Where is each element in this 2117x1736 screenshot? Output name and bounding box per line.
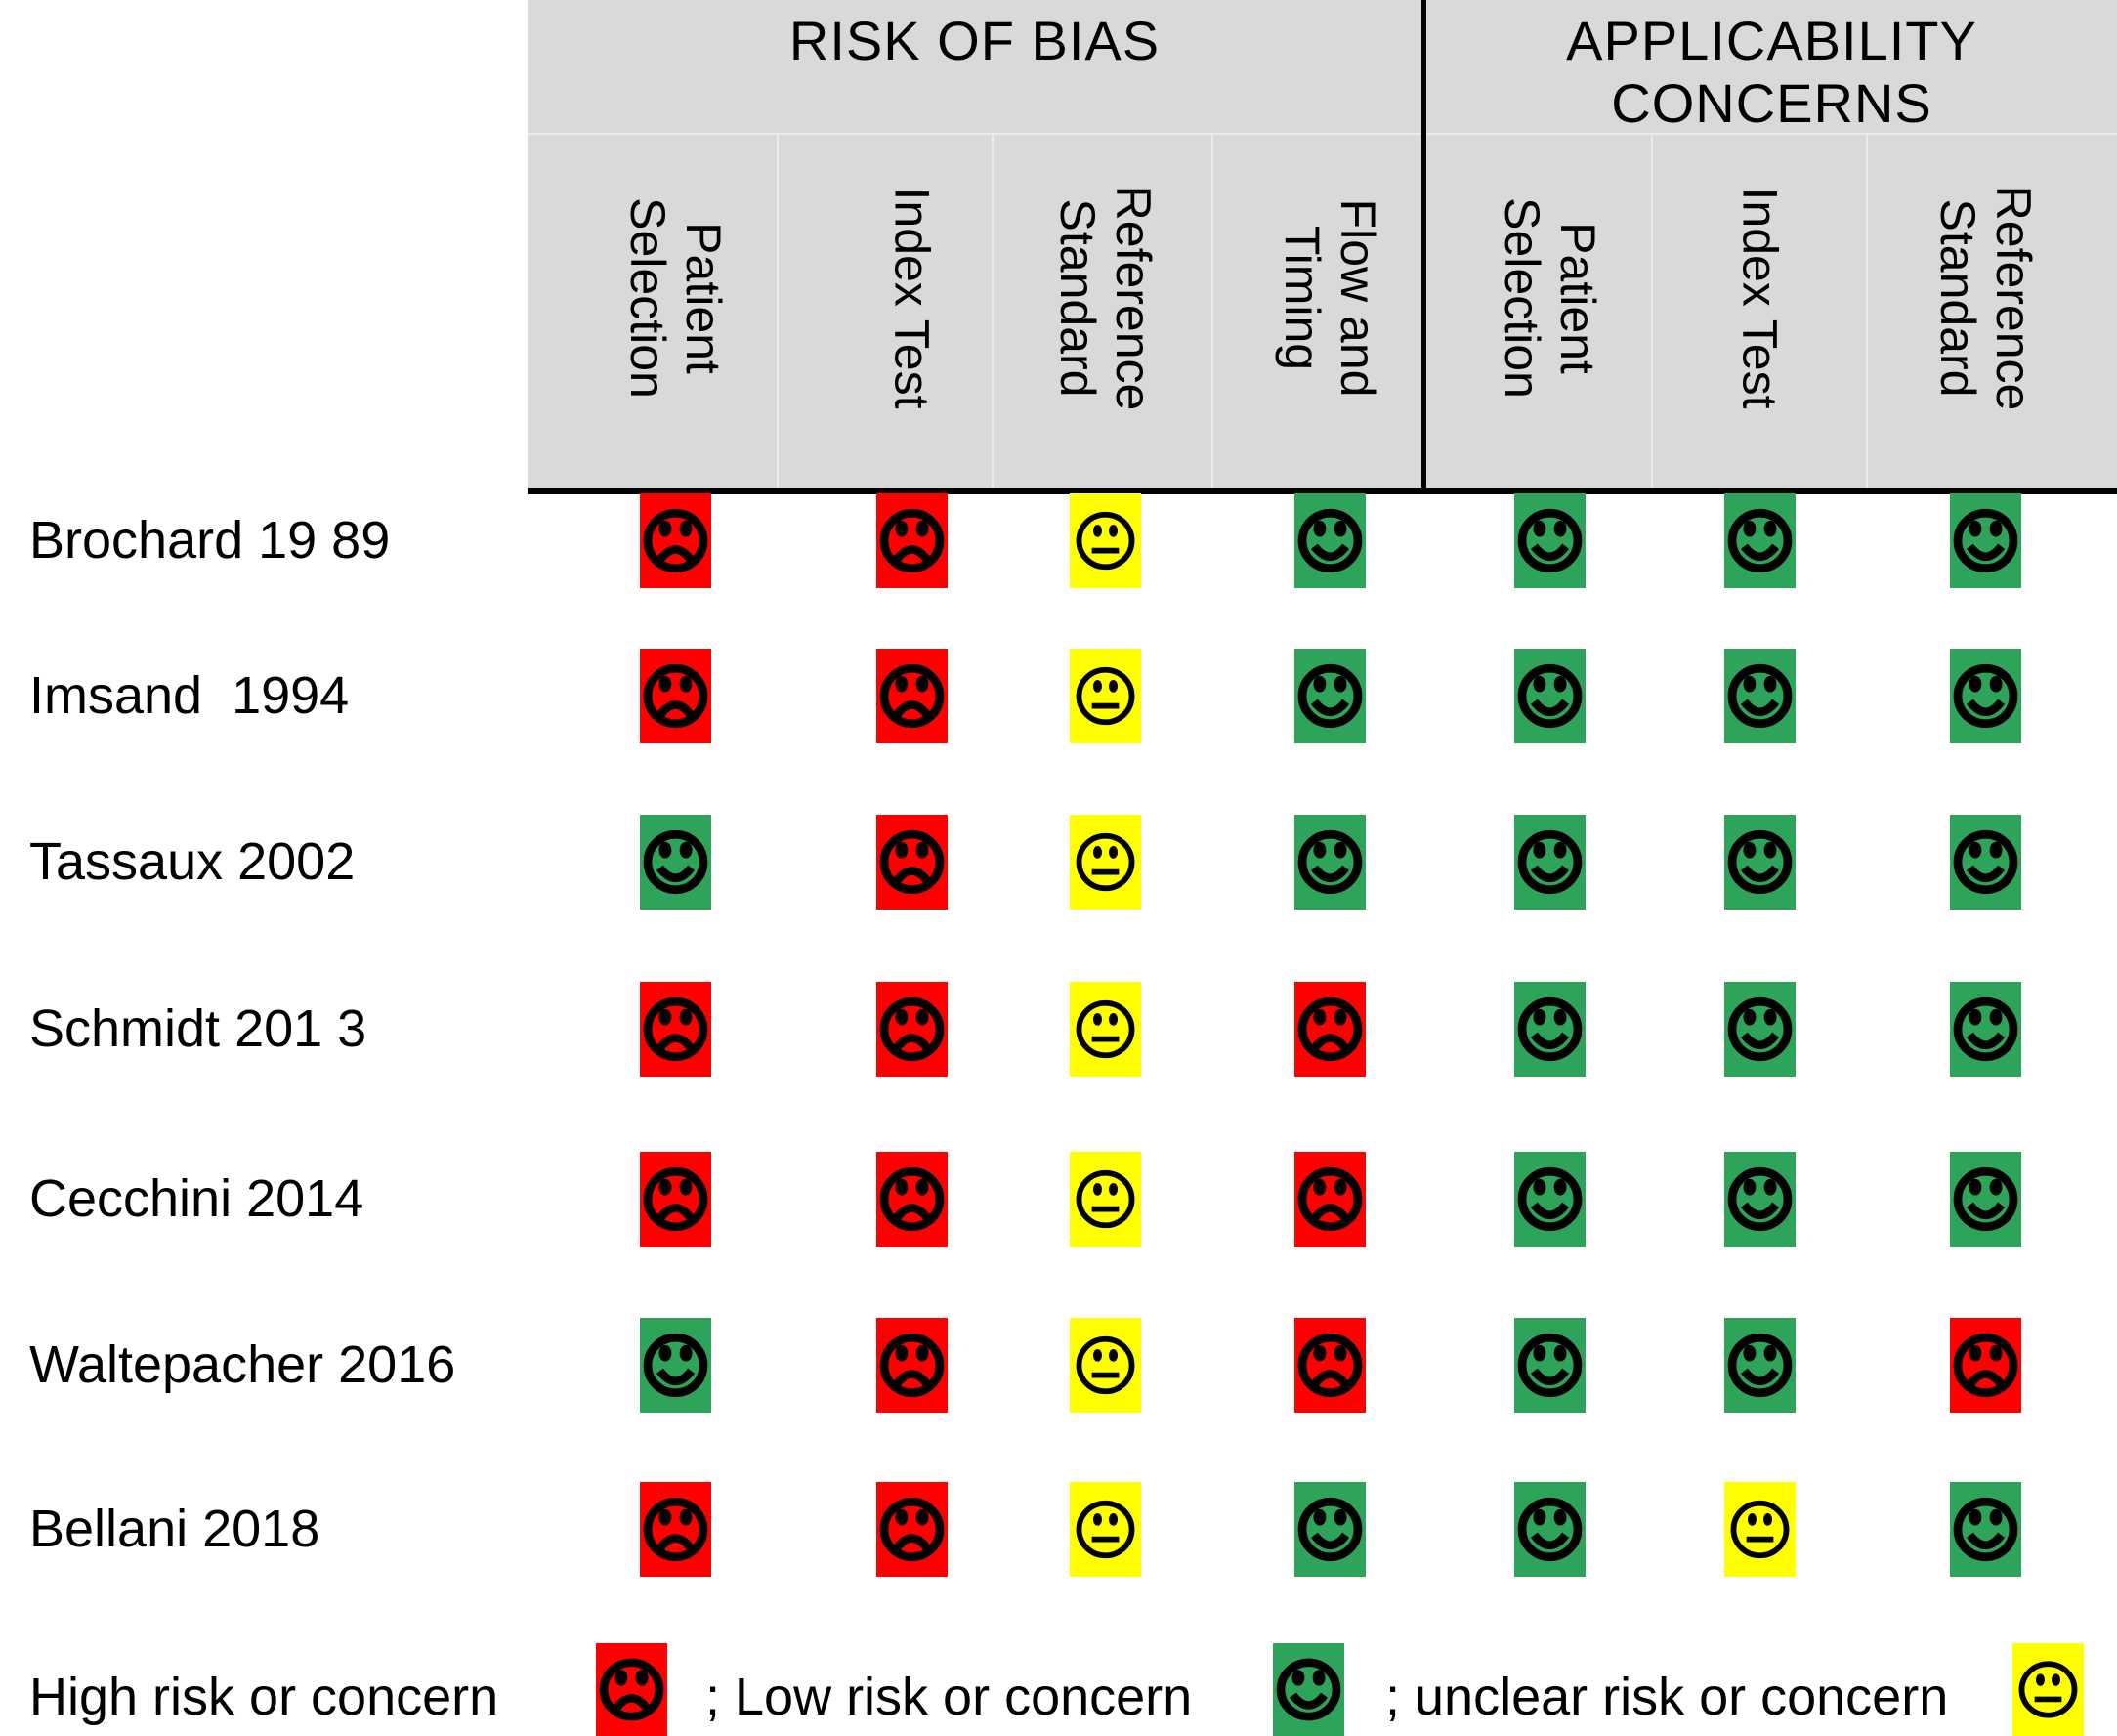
frown-face-icon bbox=[875, 814, 948, 910]
smile-face-icon bbox=[1723, 492, 1796, 588]
neutral-face-icon bbox=[1069, 981, 1141, 1077]
smile-face-icon bbox=[1723, 1317, 1796, 1413]
study-label: Imsand 1994 bbox=[29, 666, 350, 725]
neutral-face-icon bbox=[1723, 1481, 1796, 1577]
frown-face-icon bbox=[875, 1151, 948, 1247]
column-header-patient-selection: Patient Selection bbox=[620, 197, 731, 399]
neutral-face-icon bbox=[1069, 1317, 1141, 1413]
neutral-face-icon bbox=[1069, 1151, 1141, 1247]
smile-face-icon bbox=[1513, 1151, 1586, 1247]
neutral-face-icon bbox=[1069, 492, 1141, 588]
smile-face-icon bbox=[1513, 648, 1586, 743]
frown-face-icon bbox=[596, 1643, 667, 1736]
frown-face-icon bbox=[875, 1481, 948, 1577]
smile-face-icon bbox=[1723, 981, 1796, 1077]
column-separator bbox=[992, 135, 994, 488]
study-label: Waltepacher 2016 bbox=[29, 1335, 456, 1394]
column-header-flow-and-timing: Flow and Timing bbox=[1275, 198, 1385, 398]
smile-face-icon bbox=[1949, 492, 2021, 588]
smile-face-icon bbox=[1723, 814, 1796, 910]
smile-face-icon bbox=[639, 1317, 711, 1413]
smile-face-icon bbox=[639, 814, 711, 910]
section-divider-line bbox=[1421, 0, 1426, 494]
smile-face-icon bbox=[1513, 1317, 1586, 1413]
risk-of-bias-header: RISK OF BIAS bbox=[788, 10, 1161, 71]
applicability-header-line2: CONCERNS bbox=[1611, 72, 1932, 134]
frown-face-icon bbox=[639, 492, 711, 588]
header-background bbox=[528, 0, 2117, 488]
smile-face-icon bbox=[1513, 492, 1586, 588]
smile-face-icon bbox=[1723, 648, 1796, 743]
header-bottom-rule bbox=[528, 488, 2117, 494]
frown-face-icon bbox=[1293, 1317, 1366, 1413]
neutral-face-icon bbox=[1069, 814, 1141, 910]
applicability-header-line1: APPLICABILITY bbox=[1566, 10, 1977, 71]
smile-face-icon bbox=[1949, 1151, 2021, 1247]
study-label: Tassaux 2002 bbox=[29, 832, 356, 891]
smile-face-icon bbox=[1513, 1481, 1586, 1577]
legend-label-low-risk: ; Low risk or concern bbox=[705, 1668, 1193, 1726]
frown-face-icon bbox=[639, 1151, 711, 1247]
frown-face-icon bbox=[875, 492, 948, 588]
neutral-face-icon bbox=[2012, 1643, 2084, 1736]
column-header-index-test: Index Test bbox=[884, 187, 940, 409]
smile-face-icon bbox=[1949, 814, 2021, 910]
frown-face-icon bbox=[875, 1317, 948, 1413]
column-separator bbox=[777, 135, 779, 488]
frown-face-icon bbox=[1949, 1317, 2021, 1413]
column-separator bbox=[1211, 135, 1213, 488]
neutral-face-icon bbox=[1069, 1481, 1141, 1577]
smile-face-icon bbox=[1293, 1481, 1366, 1577]
column-separator bbox=[1866, 135, 1868, 488]
smile-face-icon bbox=[1949, 1481, 2021, 1577]
smile-face-icon bbox=[1949, 981, 2021, 1077]
frown-face-icon bbox=[1293, 1151, 1366, 1247]
neutral-face-icon bbox=[1069, 648, 1141, 743]
frown-face-icon bbox=[639, 648, 711, 743]
column-header-reference-standard: Reference Standard bbox=[1930, 185, 2041, 411]
smile-face-icon bbox=[1293, 814, 1366, 910]
column-header-reference-standard: Reference Standard bbox=[1050, 185, 1161, 411]
smile-face-icon bbox=[1513, 814, 1586, 910]
smile-face-icon bbox=[1723, 1151, 1796, 1247]
smile-face-icon bbox=[1949, 648, 2021, 743]
smile-face-icon bbox=[1293, 648, 1366, 743]
frown-face-icon bbox=[639, 1481, 711, 1577]
header-band-separator bbox=[528, 133, 2117, 135]
study-label: Cecchini 2014 bbox=[29, 1169, 364, 1228]
legend-label-unclear-risk: ; unclear risk or concern bbox=[1385, 1668, 1949, 1726]
applicability-concerns-header: APPLICABILITY CONCERNS bbox=[1426, 10, 2117, 135]
study-label: Brochard 19 89 bbox=[29, 511, 391, 570]
smile-face-icon bbox=[1273, 1643, 1344, 1736]
frown-face-icon bbox=[875, 981, 948, 1077]
smile-face-icon bbox=[1513, 981, 1586, 1077]
smile-face-icon bbox=[1293, 492, 1366, 588]
study-label: Schmidt 201 3 bbox=[29, 999, 367, 1058]
column-header-index-test: Index Test bbox=[1732, 187, 1788, 409]
column-separator bbox=[1651, 135, 1653, 488]
column-header-patient-selection: Patient Selection bbox=[1495, 197, 1605, 399]
legend-label-high-risk: High risk or concern bbox=[29, 1668, 499, 1726]
frown-face-icon bbox=[1293, 981, 1366, 1077]
study-label: Bellani 2018 bbox=[29, 1500, 320, 1558]
frown-face-icon bbox=[875, 648, 948, 743]
frown-face-icon bbox=[639, 981, 711, 1077]
